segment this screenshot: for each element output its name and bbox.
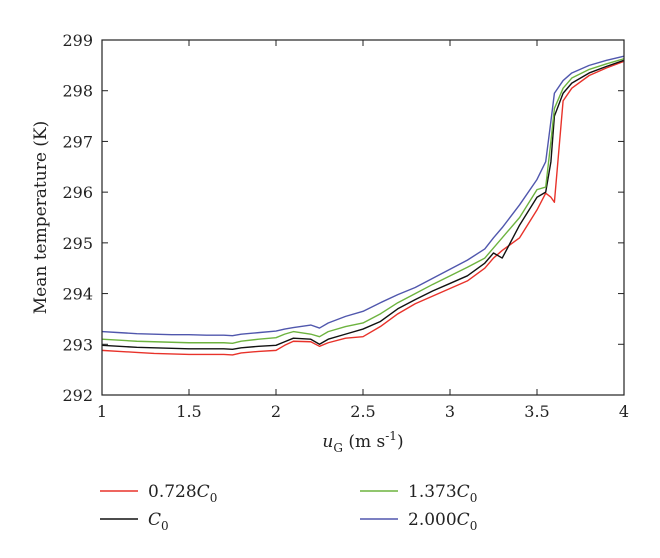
series-line-0	[101, 60, 625, 356]
x-tick-label: 1	[97, 402, 107, 421]
y-axis-label: Mean temperature (K)	[31, 121, 51, 315]
x-tick-label: 3	[445, 402, 455, 421]
plot-frame	[101, 39, 625, 396]
y-tick-label: 296	[62, 183, 93, 202]
legend-label: 0.728C0	[148, 482, 217, 505]
legend-label: 2.000C0	[408, 510, 477, 533]
y-tick-label: 294	[62, 285, 93, 304]
legend-label: C0	[148, 510, 169, 533]
x-axis-ticks: 1 1.5 2 2.5 3 3.5 4	[97, 40, 629, 421]
y-tick-label: 295	[62, 234, 93, 253]
series-line-2	[101, 58, 625, 344]
legend-label: 1.373C0	[408, 482, 477, 505]
x-tick-label: 1.5	[176, 402, 201, 421]
legend: 0.728C0 C0 1.373C0 2.000C0	[100, 482, 477, 533]
x-tick-label: 2.5	[350, 402, 375, 421]
series-line-1	[101, 59, 625, 351]
y-tick-label: 293	[62, 335, 93, 354]
y-tick-label: 299	[62, 31, 93, 50]
y-axis-ticks: 292 293 294 295 296 297 298 299	[62, 31, 624, 405]
x-tick-label: 2	[271, 402, 281, 421]
x-tick-label: 4	[619, 402, 629, 421]
y-tick-label: 297	[62, 132, 93, 151]
x-axis-label: uG (m s-1)	[322, 429, 403, 455]
y-tick-label: 298	[62, 82, 93, 101]
y-tick-label: 292	[62, 386, 93, 405]
series-line-3	[101, 55, 625, 337]
x-tick-label: 3.5	[524, 402, 549, 421]
plot-lines	[101, 55, 625, 356]
